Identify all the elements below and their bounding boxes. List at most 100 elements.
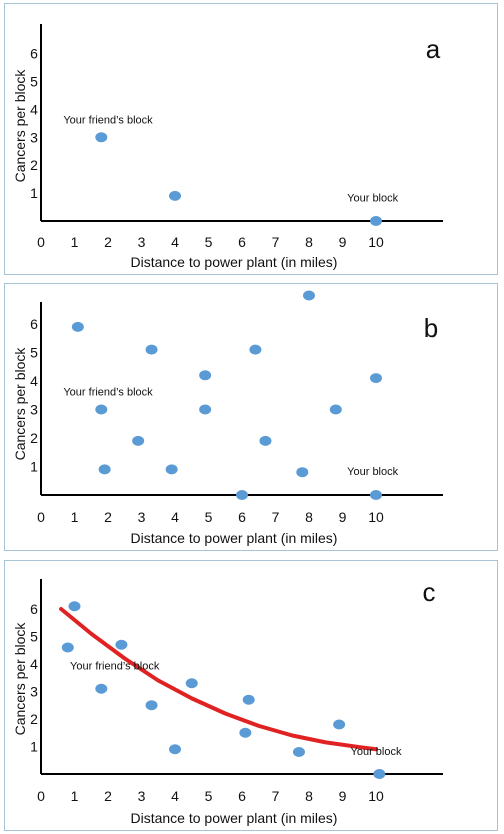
data-point	[145, 700, 158, 711]
x-axis-label: Distance to power plant (in miles)	[131, 530, 338, 546]
x-tick-label: 8	[305, 509, 313, 525]
data-point	[145, 344, 158, 355]
x-tick-label: 2	[104, 234, 112, 250]
data-point	[169, 190, 181, 201]
data-point	[185, 678, 198, 689]
x-tick-label: 0	[37, 234, 45, 250]
data-point	[169, 744, 181, 755]
x-tick-label: 5	[205, 788, 213, 804]
x-tick-label: 5	[205, 234, 213, 250]
x-tick-label: 3	[138, 234, 146, 250]
y-tick-label: 4	[30, 656, 38, 672]
y-tick-label: 2	[30, 157, 38, 173]
x-tick-label: 4	[171, 509, 179, 525]
panel-letter: c	[423, 577, 436, 607]
x-tick-label: 10	[368, 509, 384, 525]
data-point	[303, 290, 315, 301]
y-tick-label: 3	[30, 129, 38, 145]
y-tick-label: 5	[30, 74, 38, 90]
data-point	[115, 639, 128, 650]
y-ticks: 1 2 3 4 5 6	[30, 316, 38, 475]
x-tick-label: 2	[104, 509, 112, 525]
data-point	[132, 435, 145, 446]
x-tick-label: 4	[171, 234, 179, 250]
annotations-layer: Your friend’s block Your block	[63, 114, 398, 204]
y-axis-label: Cancers per block	[12, 347, 28, 461]
data-point	[292, 747, 305, 757]
chart-b-svg: 0 1 2 3 4 5 6 7 8 9 10 1 2 3 4 5 6 Your friend’s blockY…	[12, 290, 443, 546]
annotations-layer: Your friend’s block Your block	[63, 386, 398, 478]
data-point	[296, 467, 309, 478]
y-axis-label: Cancers per block	[12, 69, 28, 183]
data-point	[165, 464, 178, 475]
x-tick-label: 7	[272, 509, 280, 525]
data-point	[370, 373, 382, 384]
y-tick-label: 6	[30, 46, 38, 62]
annotation-label: Your block	[347, 192, 398, 204]
x-tick-label: 6	[238, 509, 246, 525]
data-point	[333, 719, 346, 730]
annotation-label: Your block	[351, 746, 402, 758]
x-tick-label: 0	[37, 788, 45, 804]
data-point	[98, 464, 111, 475]
x-tick-label: 2	[104, 788, 112, 804]
x-ticks: 0 1 2 3 4 5 6 7 8 9 10	[37, 788, 384, 804]
y-tick-label: 1	[30, 739, 38, 755]
x-tick-label: 10	[368, 788, 384, 804]
x-ticks: 0 1 2 3 4 5 6 7 8 9 10	[37, 234, 384, 250]
points-layer	[71, 290, 382, 500]
data-point	[249, 344, 262, 355]
axes	[40, 579, 443, 775]
y-tick-label: 2	[30, 430, 38, 446]
y-tick-label: 1	[30, 459, 38, 475]
y-tick-label: 6	[30, 601, 38, 617]
x-tick-label: 9	[339, 234, 347, 250]
annotation-label: Your friend’s block	[63, 386, 153, 398]
data-point	[236, 490, 248, 500]
y-tick-label: 3	[30, 402, 38, 418]
x-tick-label: 8	[305, 234, 313, 250]
y-tick-label: 6	[30, 316, 38, 332]
annotation-label: Your friend’s block	[63, 114, 153, 126]
annotations-layer: Your friend’s block Your block	[70, 661, 402, 758]
x-tick-label: 7	[272, 234, 280, 250]
data-point	[61, 642, 74, 653]
y-tick-label: 2	[30, 711, 38, 727]
x-tick-label: 1	[71, 788, 79, 804]
panel-letter: a	[426, 34, 441, 64]
y-tick-label: 3	[30, 684, 38, 700]
annotation-label: Your friend’s block	[70, 661, 160, 673]
x-tick-label: 6	[238, 788, 246, 804]
x-tick-label: 4	[171, 788, 179, 804]
y-ticks: 1 2 3 4 5 6	[30, 46, 38, 202]
y-tick-label: 1	[30, 185, 38, 201]
y-ticks: 1 2 3 4 5 6	[30, 601, 38, 755]
trend-layer	[59, 607, 378, 752]
y-tick-label: 5	[30, 345, 38, 361]
x-tick-label: 1	[71, 509, 79, 525]
data-point	[95, 132, 108, 143]
y-tick-label: 4	[30, 373, 38, 389]
x-tick-label: 10	[368, 234, 384, 250]
x-tick-label: 5	[205, 509, 213, 525]
x-tick-label: 3	[138, 788, 146, 804]
x-tick-label: 8	[305, 788, 313, 804]
data-point	[71, 321, 84, 332]
data-point	[95, 683, 108, 694]
data-point	[329, 404, 342, 415]
data-point	[68, 601, 81, 612]
x-tick-label: 1	[71, 234, 79, 250]
x-tick-label: 9	[339, 509, 347, 525]
data-point	[370, 216, 382, 226]
data-point	[373, 769, 386, 779]
x-ticks: 0 1 2 3 4 5 6 7 8 9 10	[37, 509, 384, 525]
points-layer	[95, 132, 382, 226]
data-point	[242, 694, 255, 705]
y-axis-label: Cancers per block	[12, 622, 28, 736]
data-point	[239, 727, 252, 738]
x-tick-label: 0	[37, 509, 45, 525]
